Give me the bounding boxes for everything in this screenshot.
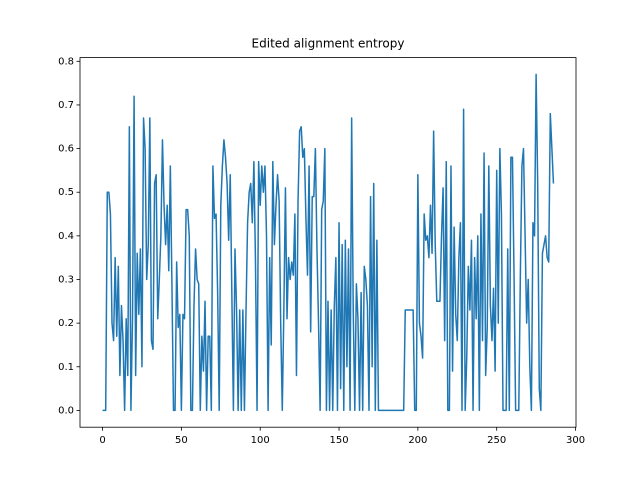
y-tick-label: 0.1 [58, 362, 74, 373]
axes-frame [79, 57, 577, 428]
x-tick-label: 150 [329, 435, 348, 446]
x-tick-label: 300 [566, 435, 585, 446]
y-tick-label: 0.5 [58, 187, 74, 198]
y-tick-label: 0.2 [58, 318, 74, 329]
y-tick-label: 0.3 [58, 274, 74, 285]
y-tick-label: 0.7 [58, 100, 74, 111]
y-tick-label: 0.4 [58, 231, 74, 242]
x-tick-label: 200 [408, 435, 427, 446]
data-line [102, 73, 555, 412]
chart-title: Edited alignment entropy [252, 37, 405, 51]
x-tick-label: 0 [99, 435, 105, 446]
y-tick-label: 0.6 [58, 144, 74, 155]
y-tick-label: 0.8 [58, 56, 74, 67]
x-tick-label: 100 [251, 435, 270, 446]
x-tick-label: 50 [175, 435, 188, 446]
x-tick-label: 250 [487, 435, 506, 446]
y-tick-label: 0.0 [58, 405, 74, 416]
